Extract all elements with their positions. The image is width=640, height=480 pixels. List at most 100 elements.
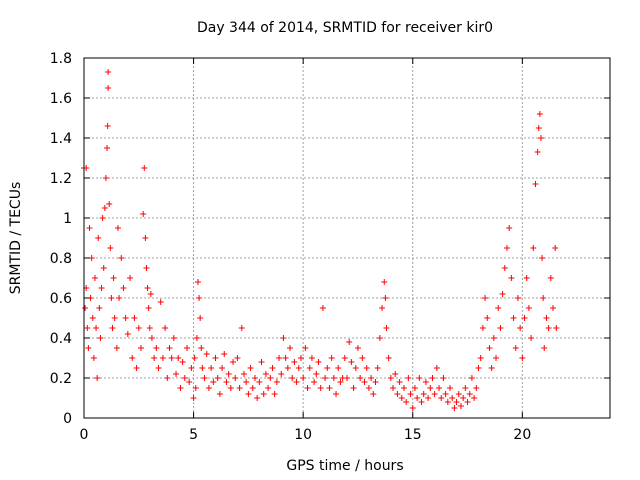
data-point: [278, 371, 285, 377]
data-point: [317, 385, 324, 391]
data-point: [100, 265, 107, 271]
data-point: [256, 379, 263, 385]
data-point: [170, 335, 177, 341]
data-point: [143, 265, 150, 271]
data-point: [98, 285, 105, 291]
data-point: [249, 385, 256, 391]
data-point: [346, 339, 353, 345]
data-point: [543, 315, 550, 321]
data-point: [475, 365, 482, 371]
data-point: [295, 365, 302, 371]
data-point: [535, 125, 542, 131]
data-point: [265, 385, 272, 391]
data-point: [405, 375, 412, 381]
data-point: [157, 299, 164, 305]
data-point: [534, 149, 541, 155]
data-point: [159, 355, 166, 361]
data-point: [197, 315, 204, 321]
data-point: [444, 399, 451, 405]
data-point: [501, 265, 508, 271]
data-point: [212, 355, 219, 361]
data-point: [102, 175, 109, 181]
data-point: [462, 385, 469, 391]
data-point: [127, 275, 134, 281]
data-points: [81, 69, 560, 411]
data-point: [510, 315, 517, 321]
data-point: [106, 201, 113, 207]
data-point: [447, 385, 454, 391]
data-point: [258, 359, 265, 365]
y-tick-label: 1.6: [50, 91, 72, 107]
data-point: [528, 335, 535, 341]
data-point: [359, 355, 366, 361]
data-point: [519, 355, 526, 361]
data-point: [173, 371, 180, 377]
data-point: [188, 365, 195, 371]
data-point: [236, 385, 243, 391]
data-point: [525, 305, 532, 311]
data-point: [210, 379, 217, 385]
y-tick-label: 0.6: [50, 291, 72, 307]
y-axis-label: SRMTID / TECUs: [8, 182, 24, 295]
data-point: [545, 325, 552, 331]
data-point: [230, 359, 237, 365]
data-point: [181, 375, 188, 381]
data-point: [455, 391, 462, 397]
data-point: [326, 385, 333, 391]
data-point: [86, 225, 93, 231]
data-point: [416, 375, 423, 381]
data-point: [168, 355, 175, 361]
data-point: [427, 385, 434, 391]
data-point: [530, 245, 537, 251]
y-tick-label: 0.4: [50, 331, 72, 347]
data-point: [247, 365, 254, 371]
data-point: [267, 375, 274, 381]
data-point: [392, 371, 399, 377]
data-point: [175, 355, 182, 361]
data-point: [240, 371, 247, 377]
data-point: [390, 385, 397, 391]
data-point: [328, 355, 335, 361]
data-point: [370, 391, 377, 397]
data-point: [495, 305, 502, 311]
data-point: [451, 405, 458, 411]
data-point: [335, 365, 342, 371]
data-point: [473, 385, 480, 391]
data-point: [537, 135, 544, 141]
y-tick-labels: 0 0.2 0.4 0.6 0.8 1 1.2 1.4 1.6 1.8: [50, 51, 72, 427]
y-tick-label: 1.4: [50, 131, 72, 147]
data-point: [297, 355, 304, 361]
data-point: [385, 355, 392, 361]
data-point: [113, 345, 120, 351]
data-point: [269, 365, 276, 371]
data-point: [105, 69, 112, 75]
data-point: [460, 395, 467, 401]
data-point: [238, 325, 245, 331]
data-point: [466, 391, 473, 397]
data-point: [521, 315, 528, 321]
data-point: [129, 355, 136, 361]
data-point: [216, 391, 223, 397]
data-point: [398, 395, 405, 401]
data-point: [271, 391, 278, 397]
data-point: [440, 375, 447, 381]
data-point: [84, 325, 91, 331]
data-point: [550, 305, 557, 311]
x-tick-label: 10: [294, 427, 312, 443]
data-point: [302, 345, 309, 351]
data-point: [361, 379, 368, 385]
data-point: [104, 123, 111, 129]
data-point: [99, 215, 106, 221]
data-point: [308, 355, 315, 361]
data-point: [350, 385, 357, 391]
data-point: [227, 385, 234, 391]
data-point: [479, 325, 486, 331]
plot-frame: [83, 57, 611, 419]
data-point: [85, 345, 92, 351]
data-point: [429, 375, 436, 381]
data-point: [499, 291, 506, 297]
data-point: [357, 375, 364, 381]
data-point: [354, 345, 361, 351]
data-point: [468, 375, 475, 381]
data-point: [536, 111, 543, 117]
